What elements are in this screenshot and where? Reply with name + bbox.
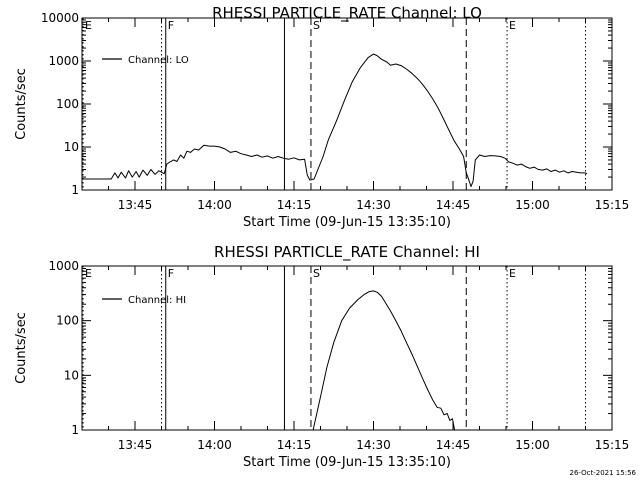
x-axis-label: Start Time (09-Jun-15 13:35:10) xyxy=(243,455,451,470)
y-tick-label: 1000 xyxy=(48,54,79,68)
x-tick-label: 15:15 xyxy=(595,198,630,212)
y-tick-label: 100 xyxy=(56,97,79,111)
y-tick-label: 10000 xyxy=(41,11,79,25)
y-tick-label: 10 xyxy=(64,140,79,154)
y-tick-label: 1 xyxy=(71,183,79,197)
chart-title: RHESSI PARTICLE_RATE Channel: HI xyxy=(214,243,480,262)
x-tick-label: 15:15 xyxy=(595,438,630,452)
x-tick-label: 15:00 xyxy=(515,438,550,452)
series-line xyxy=(312,290,456,431)
hi-channel-panel: RHESSI PARTICLE_RATE Channel: HI 13:45 14:… xyxy=(14,243,629,470)
event-marker-letter: E xyxy=(509,19,516,32)
event-marker-letter: S xyxy=(313,19,320,32)
series-line xyxy=(82,53,588,188)
legend-label: Channel: LO xyxy=(128,55,189,66)
y-tick-label: 1000 xyxy=(48,259,79,273)
x-axis-label: Start Time (09-Jun-15 13:35:10) xyxy=(243,215,451,230)
x-tick-label: 14:45 xyxy=(436,198,471,212)
x-tick-label: 14:45 xyxy=(436,438,471,452)
x-tick-label: 13:45 xyxy=(118,438,153,452)
y-tick-label: 100 xyxy=(56,314,79,328)
event-marker-letter: E xyxy=(85,19,92,32)
x-tick-label: 14:15 xyxy=(277,438,312,452)
y-tick-label: 1 xyxy=(71,423,79,437)
x-tick-label: 14:30 xyxy=(356,438,391,452)
x-tick-label: 14:15 xyxy=(277,198,312,212)
plot-frame xyxy=(81,17,613,191)
x-tick-label: 14:00 xyxy=(197,198,232,212)
x-tick-label: 13:45 xyxy=(118,198,153,212)
y-tick-label: 10 xyxy=(64,368,79,382)
legend-label: Channel: HI xyxy=(128,295,186,306)
y-axis-label: Counts/sec xyxy=(14,312,29,384)
footer-timestamp: 26-Oct-2021 15:56 xyxy=(569,469,636,477)
event-marker-letter: F xyxy=(168,267,174,280)
x-tick-label: 14:30 xyxy=(356,198,391,212)
x-tick-label: 14:00 xyxy=(197,438,232,452)
event-marker-letter: S xyxy=(313,267,320,280)
event-marker-letter: E xyxy=(85,267,92,280)
x-tick-label: 15:00 xyxy=(515,198,550,212)
y-axis-label: Counts/sec xyxy=(14,68,29,140)
event-marker-letter: E xyxy=(509,267,516,280)
event-marker-letter: F xyxy=(168,19,174,32)
